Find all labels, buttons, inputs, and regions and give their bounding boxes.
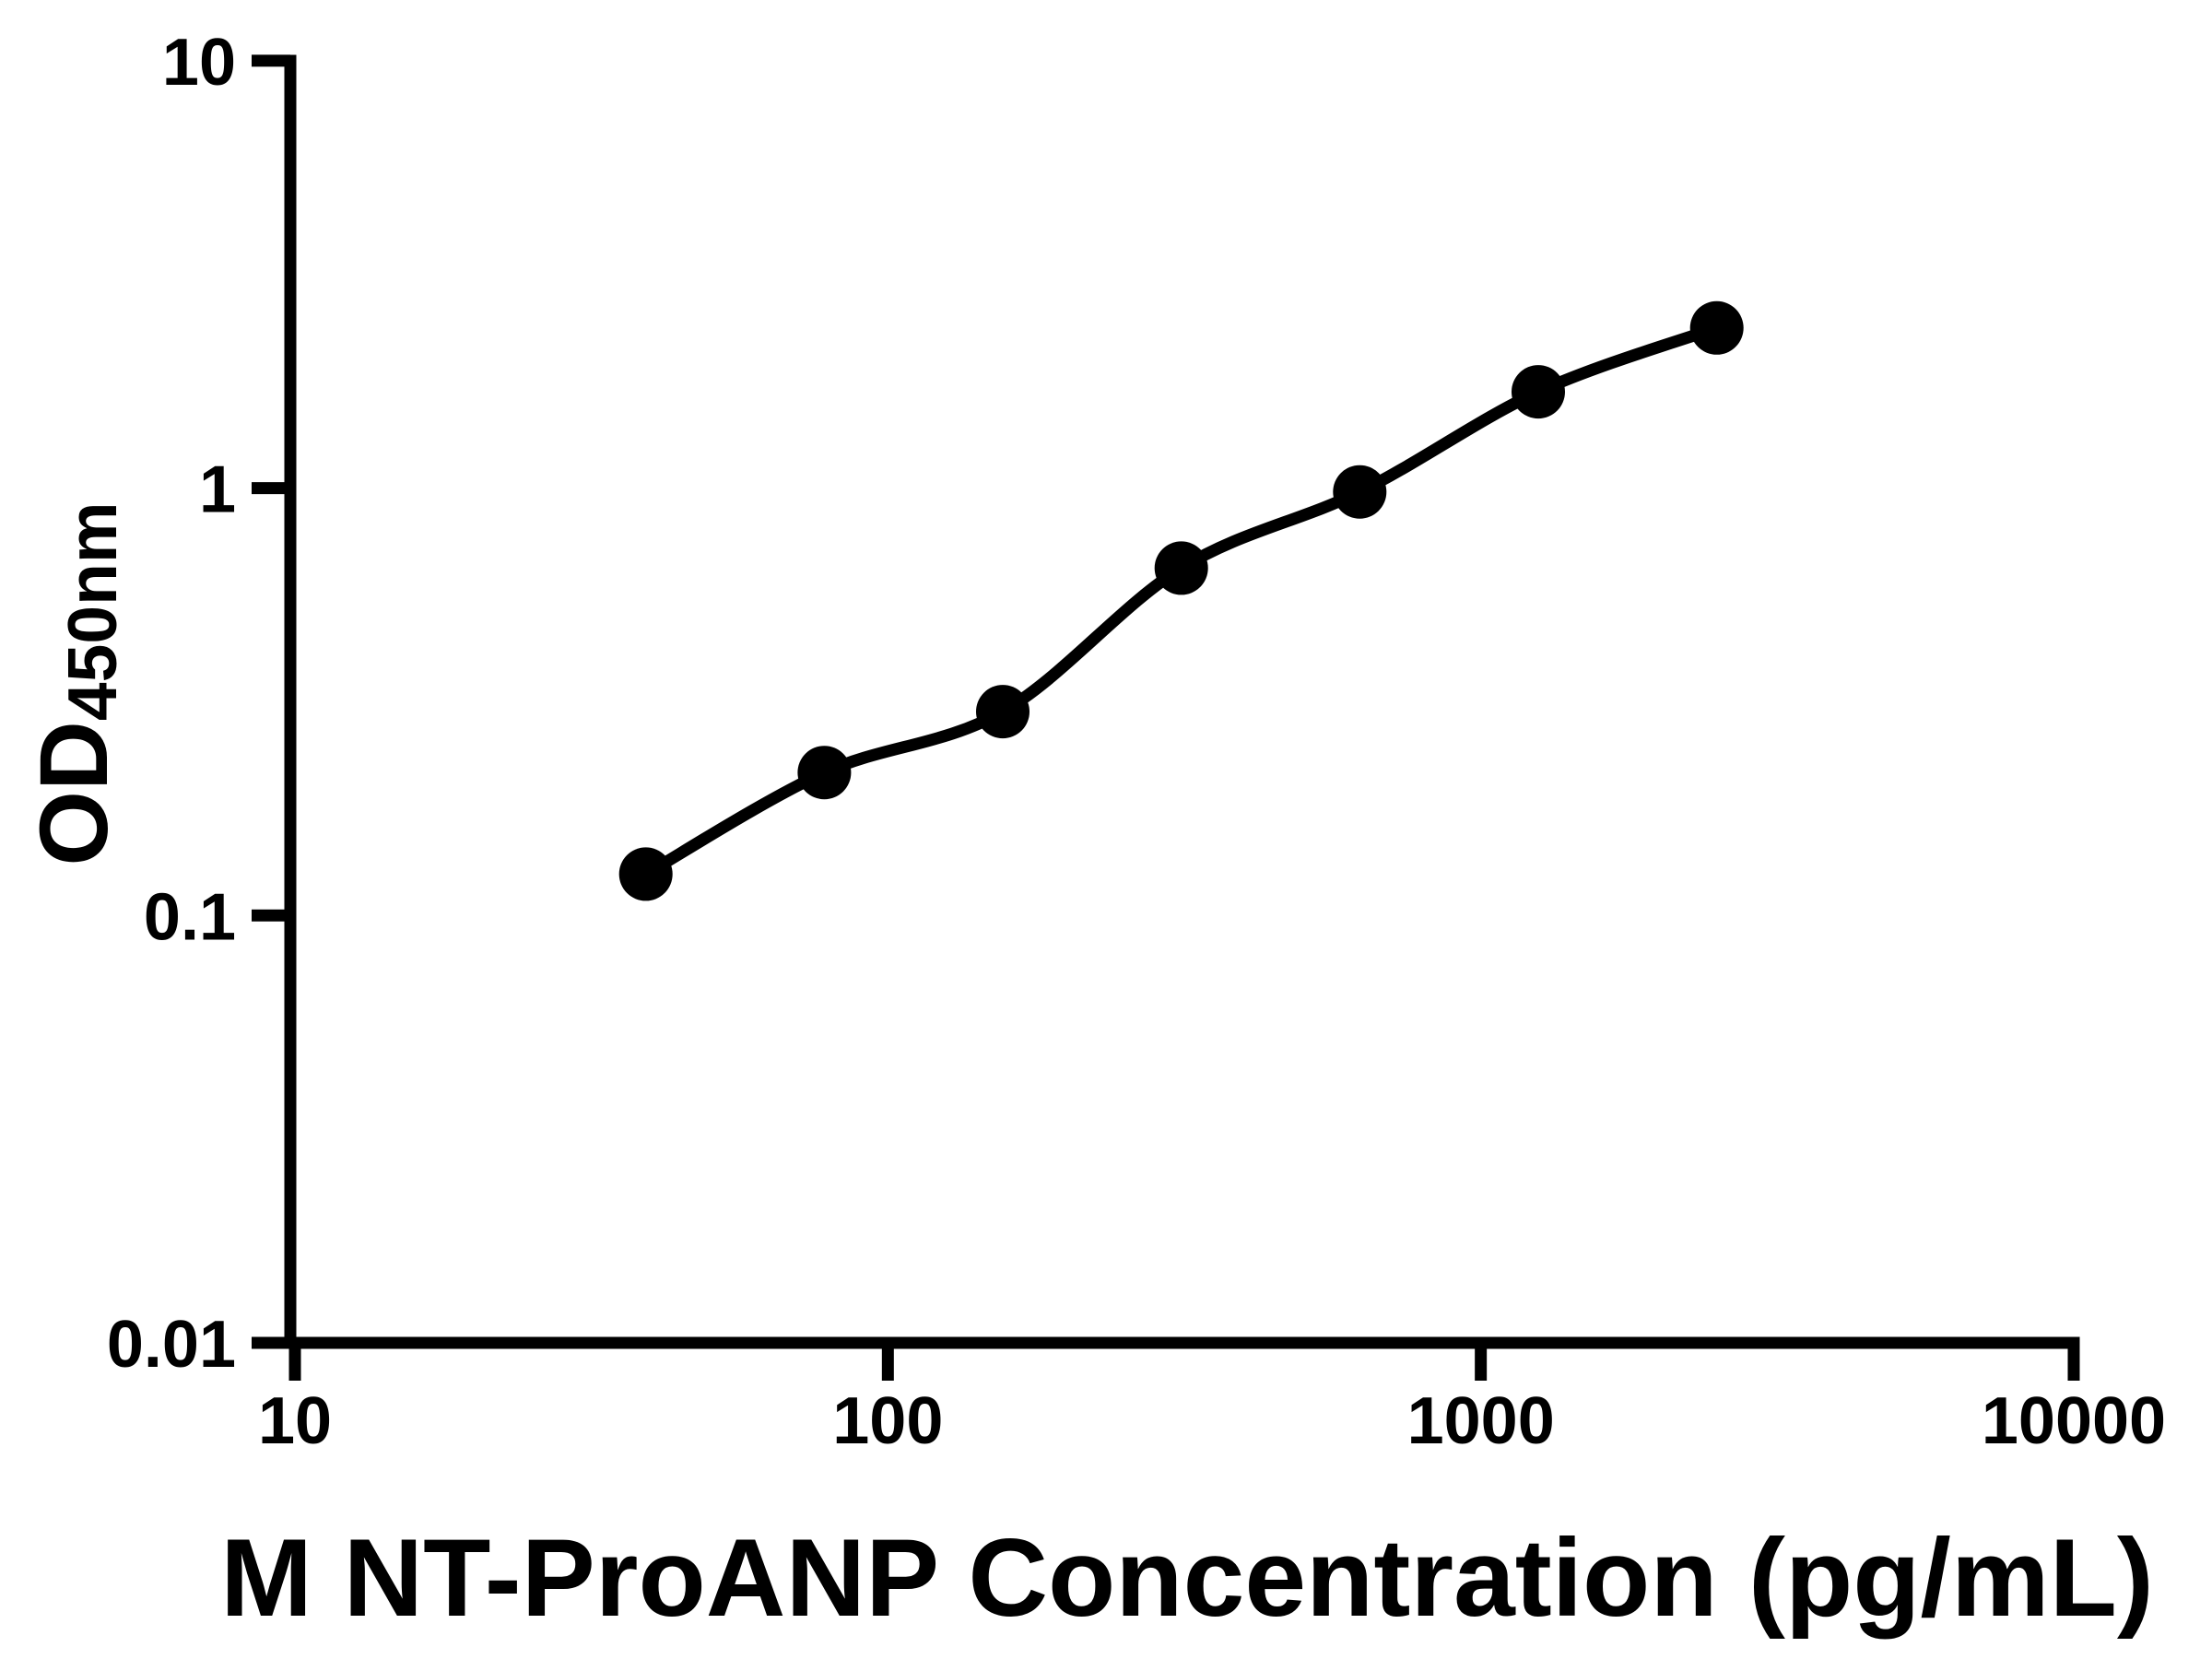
y-axis-title-subscript: 450nm [53, 501, 131, 722]
data-point [797, 746, 852, 800]
data-point [976, 685, 1030, 739]
y-tick-label: 0.1 [144, 880, 236, 954]
x-axis-title: M NT-ProANP Concentration (pg/mL) [220, 1516, 2154, 1640]
series-standard-curve [618, 300, 1744, 901]
data-point [1689, 300, 1744, 355]
x-axis: 10 100 1000 10000 [255, 1336, 2166, 1458]
data-point [1154, 541, 1208, 595]
data-point [1333, 465, 1387, 519]
data-point [618, 847, 673, 901]
x-tick-label: 10000 [1982, 1384, 2166, 1458]
data-point [1512, 365, 1565, 419]
y-axis-title: OD450nm [19, 501, 132, 865]
x-tick-label: 10 [258, 1384, 332, 1458]
y-axis: 10 1 0.1 0.01 [107, 26, 297, 1382]
y-tick-label: 1 [199, 453, 236, 527]
y-axis-title-main: OD [20, 721, 129, 866]
x-tick-label: 100 [832, 1384, 943, 1458]
y-tick-label: 0.01 [107, 1308, 236, 1382]
x-tick-label: 1000 [1407, 1384, 1555, 1458]
y-tick-label: 10 [162, 26, 236, 100]
